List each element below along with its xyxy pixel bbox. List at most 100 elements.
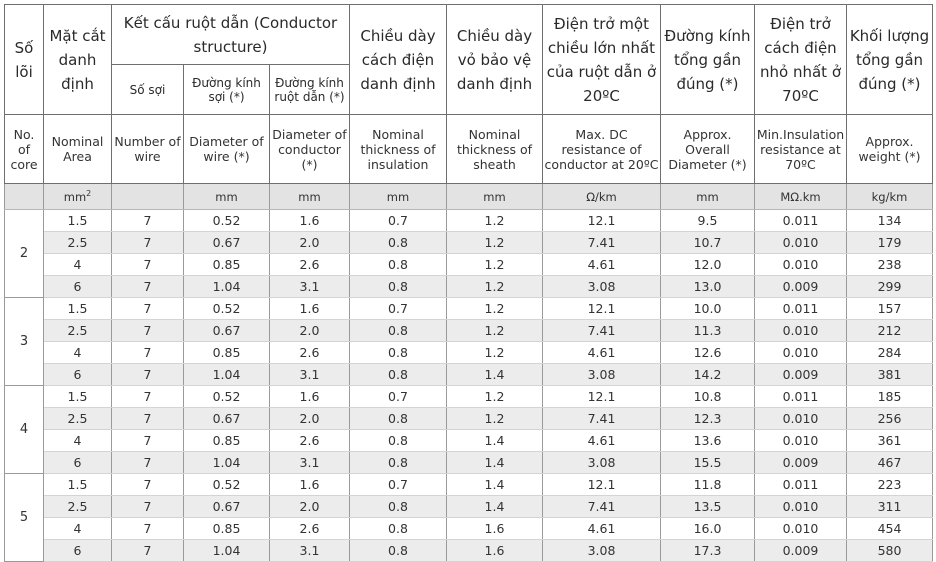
cell-area: 6: [43, 363, 112, 386]
cell-resistance: 7.41: [542, 231, 661, 254]
header-khoi-luong: Khối lượng tổng gần đúng (*): [846, 4, 933, 115]
cell-area: 1.5: [43, 473, 112, 496]
unit-ins-res: MΩ.km: [754, 183, 847, 210]
cell-overall: 12.3: [660, 407, 755, 430]
cell-d-cond: 3.1: [269, 275, 350, 298]
cell-resistance: 7.41: [542, 319, 661, 342]
cell-t-sheath: 1.2: [446, 341, 543, 364]
cell-ins-res: 0.009: [754, 451, 847, 474]
core-count-cell: 3: [4, 297, 44, 386]
cell-weight: 185: [846, 385, 933, 408]
cell-area: 4: [43, 341, 112, 364]
cell-overall: 16.0: [660, 517, 755, 540]
unit-core: [4, 183, 44, 210]
cell-t-sheath: 1.2: [446, 319, 543, 342]
cell-resistance: 12.1: [542, 473, 661, 496]
cell-ins-res: 0.010: [754, 231, 847, 254]
header-dien-tro: Điện trở một chiều lớn nhất của ruột dẫn…: [542, 4, 661, 115]
cell-t-ins: 0.8: [349, 341, 447, 364]
cell-t-ins: 0.8: [349, 451, 447, 474]
table-row: 4 1.5 7 0.52 1.6 0.7 1.2 12.1 10.8 0.011 185: [4, 385, 933, 474]
cell-d-cond: 1.6: [269, 385, 350, 408]
cell-resistance: 4.61: [542, 341, 661, 364]
table-row: 4 7 0.85 2.6 0.8 1.6 4.61 16.0 0.010 454: [5, 517, 933, 540]
cell-t-sheath: 1.2: [446, 231, 543, 254]
core-count-cell: 2: [4, 209, 44, 298]
unit-t-ins: mm: [349, 183, 447, 210]
cell-weight: 134: [846, 209, 933, 232]
cell-t-ins: 0.8: [349, 275, 447, 298]
cell-d-wire: 0.85: [183, 517, 270, 540]
cell-resistance: 12.1: [542, 209, 661, 232]
cell-t-ins: 0.8: [349, 253, 447, 276]
cell-area: 1.5: [43, 209, 112, 232]
unit-wire: [111, 183, 184, 210]
header-ket-cau: Kết cấu ruột dẫn (Conductor structure): [111, 4, 350, 65]
cell-wire: 7: [111, 297, 184, 320]
cell-d-wire: 0.52: [183, 297, 270, 320]
cell-area: 2.5: [43, 319, 112, 342]
header-cd-cach-dien: Chiều dày cách điện danh định: [349, 4, 447, 115]
cell-wire: 7: [111, 341, 184, 364]
cell-ins-res: 0.010: [754, 429, 847, 452]
cell-overall: 13.6: [660, 429, 755, 452]
cell-overall: 12.0: [660, 253, 755, 276]
cell-overall: 15.5: [660, 451, 755, 474]
cell-ins-res: 0.009: [754, 275, 847, 298]
table-row: 2.5 7 0.67 2.0 0.8 1.2 7.41 10.7 0.010 179: [5, 231, 933, 254]
cell-overall: 11.8: [660, 473, 755, 496]
unit-t-sheath: mm: [446, 183, 543, 210]
cell-wire: 7: [111, 495, 184, 518]
cell-t-sheath: 1.6: [446, 539, 543, 562]
core-group-3: 3 1.5 7 0.52 1.6 0.7 1.2 12.1 10.0 0.011 157 2.5 7 0.…: [4, 297, 933, 386]
header-en-d-wire: Diameter of wire (*): [183, 114, 270, 184]
cell-area: 6: [43, 275, 112, 298]
cell-overall: 13.5: [660, 495, 755, 518]
header-en-area: Nominal Area: [43, 114, 112, 184]
cell-area: 6: [43, 451, 112, 474]
core-count-cell: 5: [4, 473, 44, 562]
cell-weight: 238: [846, 253, 933, 276]
cell-wire: 7: [111, 363, 184, 386]
cell-d-wire: 0.52: [183, 385, 270, 408]
cell-overall: 14.2: [660, 363, 755, 386]
cell-ins-res: 0.010: [754, 517, 847, 540]
cell-area: 1.5: [43, 297, 112, 320]
cell-d-wire: 1.04: [183, 451, 270, 474]
cell-d-wire: 0.85: [183, 253, 270, 276]
cell-t-sheath: 1.6: [446, 517, 543, 540]
cell-overall: 10.0: [660, 297, 755, 320]
cell-area: 4: [43, 253, 112, 276]
cell-weight: 311: [846, 495, 933, 518]
cell-d-cond: 2.0: [269, 231, 350, 254]
cell-resistance: 7.41: [542, 407, 661, 430]
cell-resistance: 4.61: [542, 253, 661, 276]
cell-t-sheath: 1.2: [446, 275, 543, 298]
cell-weight: 157: [846, 297, 933, 320]
cable-spec-sheet: Số lõi Mặt cắt danh định Kết cấu ruột dẫ…: [4, 4, 933, 562]
table-row: 4 7 0.85 2.6 0.8 1.2 4.61 12.6 0.010 284: [5, 341, 933, 364]
unit-area-text: mm: [63, 189, 87, 204]
unit-area: mm2: [43, 183, 112, 210]
cell-resistance: 3.08: [542, 539, 661, 562]
cable-spec-table: Số lõi Mặt cắt danh định Kết cấu ruột dẫ…: [4, 4, 933, 562]
cell-ins-res: 0.011: [754, 385, 847, 408]
cell-ins-res: 0.011: [754, 473, 847, 496]
core-group-2: 2 1.5 7 0.52 1.6 0.7 1.2 12.1 9.5 0.011 134 2.5 7 0.6…: [4, 209, 933, 298]
cell-weight: 381: [846, 363, 933, 386]
cell-d-cond: 2.6: [269, 253, 350, 276]
cell-wire: 7: [111, 517, 184, 540]
header-so-loi: Số lõi: [4, 4, 44, 115]
cell-wire: 7: [111, 451, 184, 474]
unit-resistance: Ω/km: [542, 183, 661, 210]
cell-wire: 7: [111, 539, 184, 562]
table-row: 2.5 7 0.67 2.0 0.8 1.2 7.41 11.3 0.010 212: [5, 319, 933, 342]
cell-d-cond: 2.0: [269, 319, 350, 342]
cell-wire: 7: [111, 385, 184, 408]
cell-t-ins: 0.7: [349, 473, 447, 496]
cell-weight: 212: [846, 319, 933, 342]
unit-weight: kg/km: [846, 183, 933, 210]
core-group-4: 4 1.5 7 0.52 1.6 0.7 1.2 12.1 10.8 0.011 185 2.5 7 0.…: [4, 385, 933, 474]
cell-ins-res: 0.010: [754, 253, 847, 276]
unit-overall: mm: [660, 183, 755, 210]
